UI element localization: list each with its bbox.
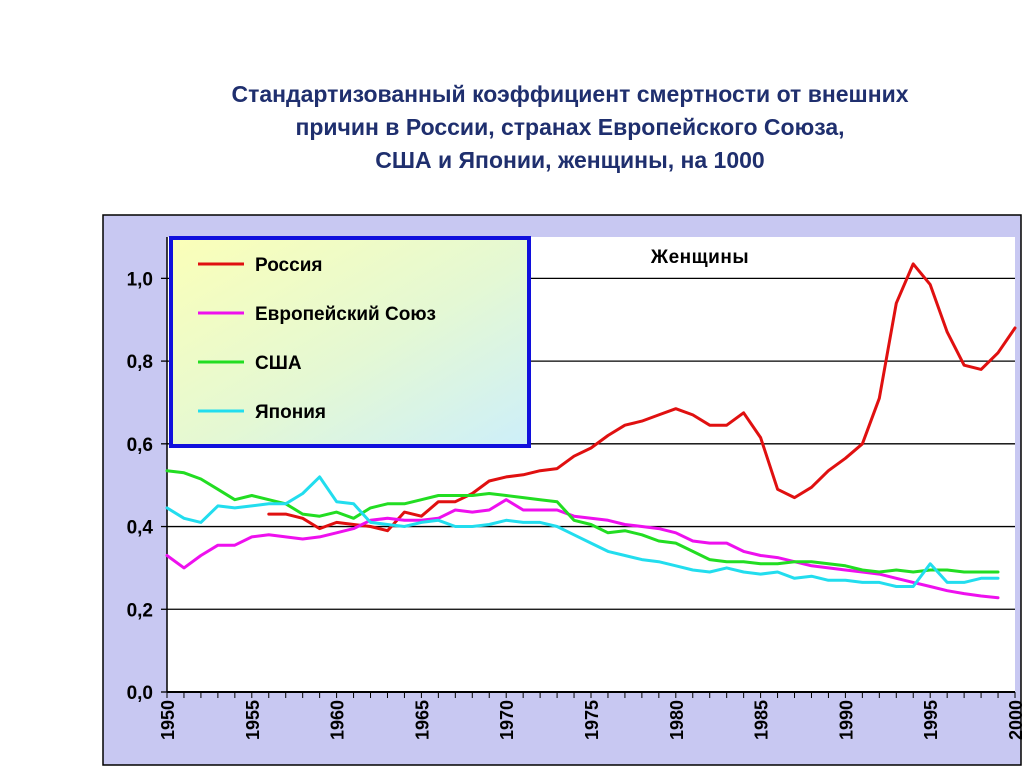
series-line-3: [165, 469, 1000, 574]
legend-label-4: Япония: [255, 402, 326, 423]
x-tick-label: 1985: [752, 700, 772, 740]
chart-title-line-1: Стандартизованный коэффициент смертности…: [231, 81, 909, 107]
chart-annotation: Женщины: [650, 247, 749, 268]
y-tick-label: 0,0: [127, 683, 153, 704]
y-tick-label: 0,6: [127, 435, 153, 456]
x-tick-label: 1980: [667, 700, 687, 740]
y-tick-label: 0,2: [127, 600, 153, 621]
x-tick-label: 2000: [1006, 700, 1024, 740]
x-tick-label: 1955: [243, 700, 263, 740]
x-tick-label: 1960: [328, 700, 348, 740]
x-tick-label: 1950: [158, 700, 178, 740]
x-tick-label: 1990: [836, 700, 856, 740]
chart-title: Стандартизованный коэффициент смертности…: [100, 78, 1024, 177]
y-tick-label: 0,8: [127, 352, 153, 373]
x-tick-label: 1965: [412, 700, 432, 740]
x-tick-label: 1995: [921, 700, 941, 740]
legend-label-3: США: [255, 353, 302, 374]
series-line-2: [165, 498, 1000, 600]
x-tick-label: 1975: [582, 700, 602, 740]
legend: [169, 236, 531, 448]
y-tick-label: 1,0: [127, 269, 153, 290]
series-line-4: [165, 475, 1000, 588]
x-tick-label: 1970: [497, 700, 517, 740]
chart-title-line-2: причин в России, странах Европейского Со…: [295, 114, 845, 140]
legend-label-2: Европейский Союз: [255, 304, 436, 325]
chart-title-line-3: США и Японии, женщины, на 1000: [375, 147, 765, 173]
y-tick-label: 0,4: [127, 518, 154, 539]
legend-label-1: Россия: [255, 255, 322, 276]
